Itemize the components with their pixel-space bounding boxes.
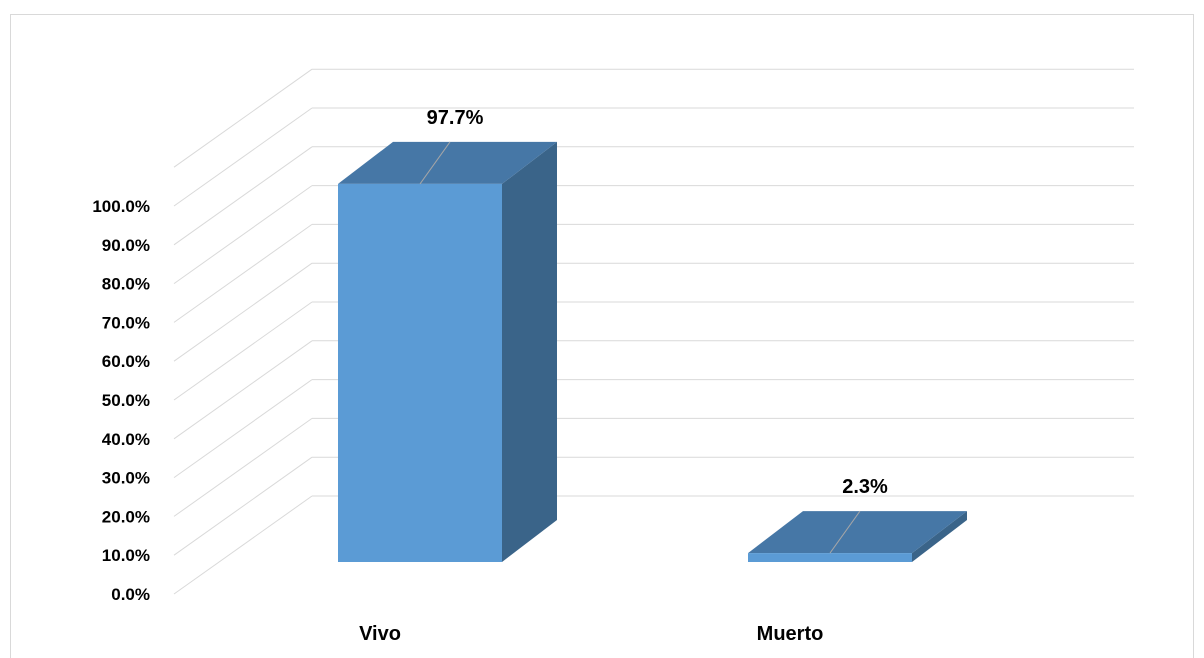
data-label-leader: [419, 141, 451, 185]
gridline-side: [173, 340, 313, 440]
gridline-side: [173, 185, 313, 285]
y-tick-label: 80.0%: [102, 275, 150, 294]
bar-muerto: [748, 510, 967, 562]
y-tick-label: 90.0%: [102, 236, 150, 255]
y-tick-label: 10.0%: [102, 546, 150, 565]
y-tick-label: 100.0%: [92, 197, 150, 216]
bar-front-face: [748, 553, 912, 562]
data-label-muerto: 2.3%: [842, 476, 888, 498]
y-tick-label: 70.0%: [102, 313, 150, 332]
x-axis-categories: Vivo Muerto: [359, 623, 823, 645]
gridline-side: [173, 223, 313, 323]
gridlines: [173, 68, 1134, 595]
bar-vivo: [338, 141, 557, 562]
data-label-vivo: 97.7%: [427, 107, 484, 129]
gridline-side: [173, 417, 313, 517]
bar-front-face: [338, 183, 502, 562]
gridline-side: [173, 456, 313, 556]
gridline-side: [173, 262, 313, 362]
y-tick-label: 20.0%: [102, 507, 150, 526]
gridline-side: [173, 301, 313, 401]
y-tick-label: 40.0%: [102, 430, 150, 449]
y-tick-label: 0.0%: [111, 585, 150, 604]
bar-top-face: [338, 141, 557, 184]
bar-side-face: [502, 141, 557, 562]
data-labels: 97.7% 2.3%: [427, 107, 888, 498]
gridline-side: [173, 379, 313, 479]
gridline-side: [173, 495, 313, 595]
gridline-side: [173, 146, 313, 246]
gridline-side: [173, 68, 313, 168]
bar-top-face: [748, 511, 967, 554]
y-axis-ticks: 0.0% 10.0% 20.0% 30.0% 40.0% 50.0% 60.0% 70.0% 8…: [92, 197, 150, 604]
gridline-side: [173, 107, 313, 207]
y-tick-label: 50.0%: [102, 391, 150, 410]
category-label-vivo: Vivo: [359, 623, 401, 645]
y-tick-label: 60.0%: [102, 352, 150, 371]
bars: [338, 141, 967, 562]
chart-area: [10, 14, 1194, 658]
data-label-leader: [829, 510, 861, 554]
y-tick-label: 30.0%: [102, 469, 150, 488]
bar-side-face: [912, 511, 967, 562]
category-label-muerto: Muerto: [757, 623, 824, 645]
